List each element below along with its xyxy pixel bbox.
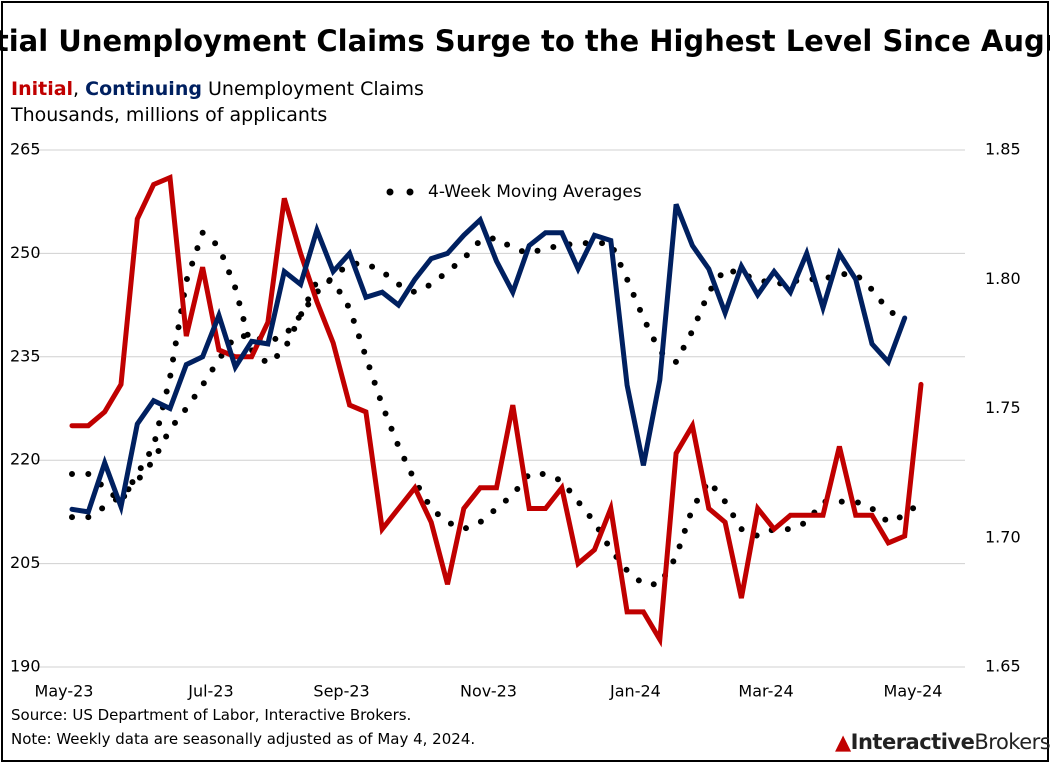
y-tick-label: 190 (10, 657, 41, 676)
subtitle: Initial, Continuing Unemployment Claims (11, 78, 424, 100)
moving-average-line (69, 229, 924, 588)
logo-b: Brokers (974, 730, 1050, 754)
y-tick-label: 265 (10, 140, 41, 159)
subtitle-initial: Initial (11, 78, 74, 100)
source: Source: US Department of Labor, Interact… (11, 706, 412, 724)
y-tick-label: 220 (10, 450, 41, 469)
subtitle-suffix: Unemployment Claims (208, 78, 424, 100)
y2-tick-label: 1.80 (985, 269, 1021, 288)
x-tick-label: Jan-24 (609, 682, 661, 701)
y2-tick-label: 1.85 (985, 140, 1021, 159)
annotation: 4-Week Moving Averages (428, 182, 642, 202)
units: Thousands, millions of applicants (11, 104, 328, 126)
series-line (69, 203, 908, 516)
x-tick-label: Jul-23 (187, 682, 233, 701)
subtitle-continuing: Continuing (85, 78, 202, 100)
x-tick-label: Sep-23 (313, 682, 369, 701)
x-tick-label: May-24 (884, 682, 943, 701)
y-tick-label: 250 (10, 243, 41, 262)
logo: ▲InteractiveBrokers (835, 730, 1050, 754)
y-tick-label: 205 (10, 553, 41, 572)
annotation-dot (406, 188, 414, 196)
annotation-dot (386, 188, 394, 196)
note: Note: Weekly data are seasonally adjuste… (11, 730, 476, 748)
series-line (69, 173, 924, 648)
y2-tick-label: 1.75 (985, 398, 1021, 417)
y2-tick-label: 1.65 (985, 657, 1021, 676)
x-tick-label: Nov-23 (460, 682, 517, 701)
logo-a: Interactive (850, 730, 975, 754)
x-tick-label: Mar-24 (738, 682, 793, 701)
chart-title: Initial Unemployment Claims Surge to the… (0, 24, 1050, 58)
y-tick-label: 235 (10, 346, 41, 365)
y2-tick-label: 1.70 (985, 527, 1021, 546)
subtitle-joiner: , (73, 78, 80, 100)
x-tick-label: May-23 (35, 682, 94, 701)
